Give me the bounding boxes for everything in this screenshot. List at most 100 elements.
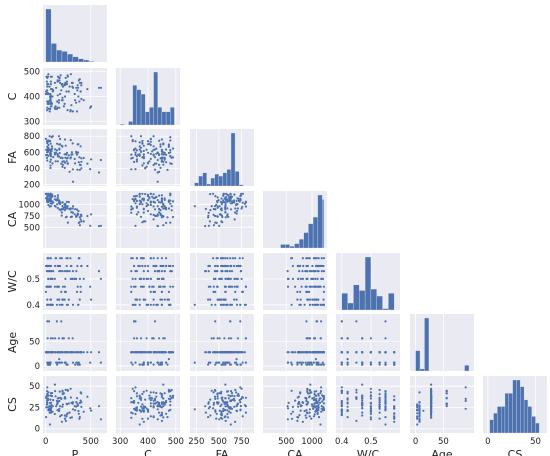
scatter-point — [229, 285, 232, 288]
scatter-point — [418, 417, 421, 420]
x-tick-label-ca: 500 — [278, 437, 294, 447]
scatter-point — [69, 396, 72, 399]
scatter-point — [141, 264, 144, 268]
scatter-point — [149, 201, 152, 204]
scatter-point — [56, 203, 59, 206]
scatter-point — [47, 361, 50, 364]
scatter-point — [159, 166, 162, 169]
scatter-point — [299, 290, 302, 293]
scatter-point — [160, 411, 163, 414]
scatter-point — [58, 143, 61, 146]
scatter-point — [78, 363, 81, 366]
scatter-point — [169, 400, 172, 403]
scatter-point — [67, 154, 70, 157]
scatter-point — [214, 195, 217, 198]
scatter-point — [298, 270, 301, 273]
scatter-point — [46, 320, 49, 323]
scatter-point — [218, 409, 221, 412]
x-tick-label-ca: 1000 — [301, 437, 323, 447]
scatter-point — [138, 395, 141, 398]
scatter-point — [155, 162, 158, 165]
scatter-point — [361, 407, 364, 410]
scatter-point — [316, 363, 319, 366]
scatter-point — [215, 361, 218, 364]
panel-ca-vs-ca — [263, 191, 327, 249]
scatter-point — [240, 207, 243, 210]
scatter-point — [134, 195, 137, 198]
scatter-point — [130, 416, 133, 419]
scatter-point — [160, 361, 163, 364]
scatter-point — [212, 290, 215, 293]
scatter-point — [301, 361, 304, 364]
scatter-point — [152, 135, 155, 138]
scatter-point — [134, 147, 137, 150]
scatter-point — [46, 199, 49, 202]
scatter-point — [53, 153, 57, 156]
scatter-point — [216, 397, 219, 400]
panel-age-vs-w-c — [336, 314, 400, 371]
scatter-point — [224, 361, 227, 364]
scatter-point — [306, 387, 309, 390]
hist-bar-ca — [280, 244, 286, 249]
hist-bar-c — [153, 71, 158, 126]
scatter-point — [71, 86, 75, 89]
scatter-point — [82, 351, 85, 354]
scatter-point — [46, 109, 49, 112]
scatter-point — [204, 270, 207, 273]
scatter-point — [146, 209, 150, 213]
scatter-point — [49, 337, 53, 340]
scatter-point — [239, 409, 242, 412]
scatter-point — [63, 138, 67, 141]
scatter-point — [226, 257, 229, 260]
scatter-point — [304, 361, 307, 364]
scatter-point — [322, 257, 325, 260]
scatter-point — [74, 162, 77, 165]
scatter-point — [313, 257, 316, 260]
scatter-point — [162, 401, 165, 404]
scatter-point — [162, 202, 165, 206]
scatter-point — [48, 99, 52, 102]
scatter-point — [233, 277, 236, 280]
scatter-point — [384, 394, 387, 397]
x-axis-label-cs: CS — [508, 448, 523, 456]
scatter-point — [239, 270, 242, 273]
scatter-point — [52, 156, 55, 159]
scatter-point — [142, 405, 145, 408]
scatter-point — [46, 106, 49, 109]
scatter-point — [133, 399, 136, 403]
scatter-point — [305, 409, 308, 412]
scatter-point — [170, 270, 173, 273]
scatter-point — [64, 144, 67, 147]
scatter-point — [378, 417, 381, 420]
scatter-point — [216, 337, 219, 340]
scatter-point — [215, 270, 218, 273]
scatter-point — [54, 195, 57, 198]
scatter-point — [64, 277, 67, 280]
scatter-point — [149, 157, 152, 160]
scatter-point — [320, 277, 323, 280]
scatter-point — [134, 277, 137, 280]
scatter-point — [430, 416, 433, 419]
scatter-point — [142, 153, 145, 156]
scatter-point — [312, 270, 315, 273]
scatter-point — [212, 337, 215, 340]
scatter-point — [418, 405, 421, 408]
scatter-point — [320, 407, 323, 410]
scatter-point — [220, 410, 223, 413]
scatter-point — [131, 387, 134, 390]
scatter-point — [44, 290, 48, 293]
scatter-point — [47, 391, 50, 394]
scatter-point — [86, 264, 89, 268]
scatter-point — [238, 257, 241, 260]
scatter-point — [204, 405, 207, 408]
scatter-point — [77, 404, 80, 407]
scatter-point — [167, 397, 170, 400]
scatter-point — [76, 402, 79, 405]
scatter-point — [393, 415, 396, 418]
scatter-point — [313, 298, 316, 301]
scatter-point — [305, 399, 308, 403]
scatter-point — [158, 351, 161, 354]
scatter-point — [311, 397, 314, 400]
scatter-point — [160, 419, 163, 422]
scatter-point — [60, 290, 63, 293]
